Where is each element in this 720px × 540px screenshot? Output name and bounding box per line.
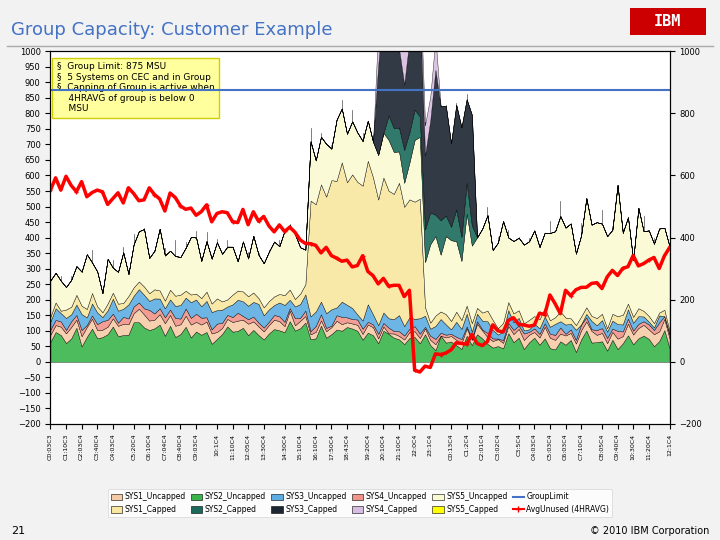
FancyBboxPatch shape (607, 0, 720, 43)
Text: 21: 21 (11, 525, 25, 536)
Text: Group Capacity: Customer Example: Group Capacity: Customer Example (11, 21, 333, 39)
Text: IBM: IBM (654, 14, 682, 29)
Legend: SYS1_Uncapped, SYS1_Capped, SYS2_Uncapped, SYS2_Capped, SYS3_Uncapped, SYS3_Capp: SYS1_Uncapped, SYS1_Capped, SYS2_Uncappe… (107, 489, 613, 517)
Text: © 2010 IBM Corporation: © 2010 IBM Corporation (590, 525, 709, 536)
Text: §  Group Limit: 875 MSU
§  5 Systems on CEC and in Group
§  Capping of Group is : § Group Limit: 875 MSU § 5 Systems on CE… (57, 63, 215, 113)
